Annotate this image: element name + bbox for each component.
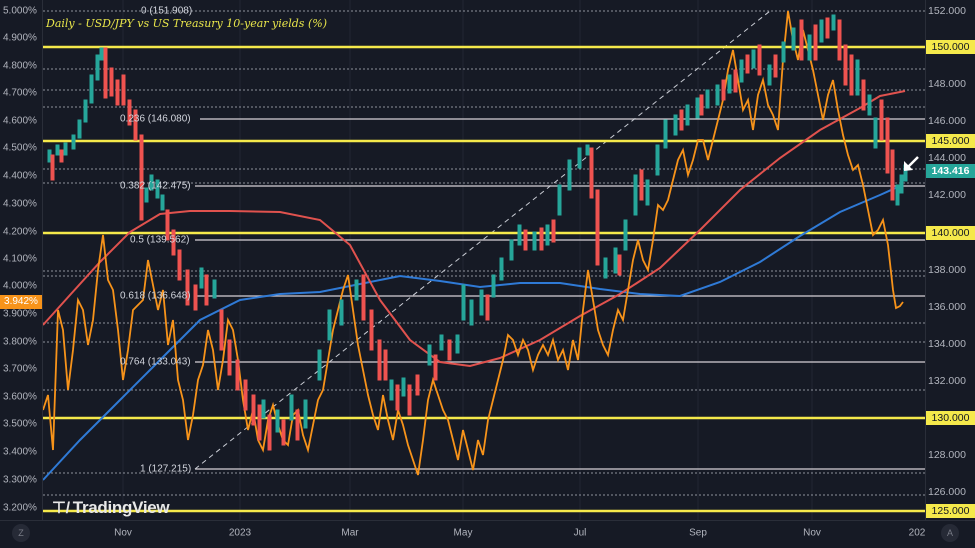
time-label: 2023 (228, 527, 252, 539)
level-label-150: 150.000 (926, 40, 975, 54)
left-tick: 4.800% (3, 60, 37, 72)
fib-label-0382: 0.382 (142.475) (120, 180, 191, 192)
tradingview-logo: ⊤/TradingView (52, 498, 170, 517)
level-label-125: 125.000 (926, 504, 975, 518)
right-tick: 144.000 (928, 152, 966, 164)
left-tick: 4.900% (3, 32, 37, 44)
left-tick: 4.600% (3, 115, 37, 127)
left-tick: 3.200% (3, 502, 37, 514)
right-tick: 138.000 (928, 264, 966, 276)
left-tick: 3.600% (3, 391, 37, 403)
right-tick: 142.000 (928, 189, 966, 201)
left-tick: 3.700% (3, 363, 37, 375)
left-tick: 3.800% (3, 336, 37, 348)
fib-label-0236: 0.236 (146.080) (120, 113, 191, 125)
fib-label-0: 0 (151.908) (141, 5, 193, 17)
right-tick: 148.000 (928, 78, 966, 90)
left-tick: 4.500% (3, 142, 37, 154)
left-tick: 3.500% (3, 418, 37, 430)
level-label-145: 145.000 (926, 134, 975, 148)
right-tick: 132.000 (928, 375, 966, 387)
auto-scale-button[interactable]: A (941, 524, 959, 542)
time-label: Mar (341, 527, 359, 539)
right-price-axis[interactable] (925, 0, 975, 520)
fib-label-0764: 0.764 (133.043) (120, 356, 191, 368)
time-label: Nov (803, 527, 821, 539)
right-tick: 146.000 (928, 115, 966, 127)
left-tick: 4.200% (3, 226, 37, 238)
current-price-label: 143.416 (926, 164, 975, 178)
time-axis[interactable] (0, 520, 975, 548)
time-label: Sep (689, 527, 707, 539)
left-tick: 4.300% (3, 198, 37, 210)
left-tick: 3.300% (3, 474, 37, 486)
right-tick: 126.000 (928, 486, 966, 498)
time-label: May (453, 527, 473, 539)
fib-label-05: 0.5 (139.562) (130, 234, 190, 246)
left-tick: 4.700% (3, 87, 37, 99)
time-label: Jul (573, 527, 587, 539)
left-tick: 3.400% (3, 446, 37, 458)
tradingview-logo-icon: ⊤/ (52, 500, 70, 517)
candles (47, 14, 908, 451)
time-label: 202 (908, 527, 926, 539)
right-tick: 136.000 (928, 301, 966, 313)
fib-label-0618: 0.618 (136.648) (120, 290, 191, 302)
left-tick: 4.000% (3, 280, 37, 292)
right-tick: 152.000 (928, 5, 966, 17)
left-tick: 4.100% (3, 253, 37, 265)
left-tick: 3.900% (3, 308, 37, 320)
right-tick: 128.000 (928, 449, 966, 461)
right-tick: 134.000 (928, 338, 966, 350)
left-tick: 5.000% (3, 5, 37, 17)
left-price-axis[interactable] (0, 0, 43, 520)
fib-label-1: 1 (127.215) (140, 463, 192, 475)
level-label-130: 130.000 (926, 411, 975, 425)
timezone-button[interactable]: Z (12, 524, 30, 542)
arrow-annotation-icon (904, 156, 919, 171)
time-label: Nov (114, 527, 132, 539)
left-tick: 4.400% (3, 170, 37, 182)
level-label-140: 140.000 (926, 226, 975, 240)
current-yield-label: 3.942% (0, 295, 42, 309)
chart-title: Daily - USD/JPY vs US Treasury 10-year y… (46, 17, 327, 30)
